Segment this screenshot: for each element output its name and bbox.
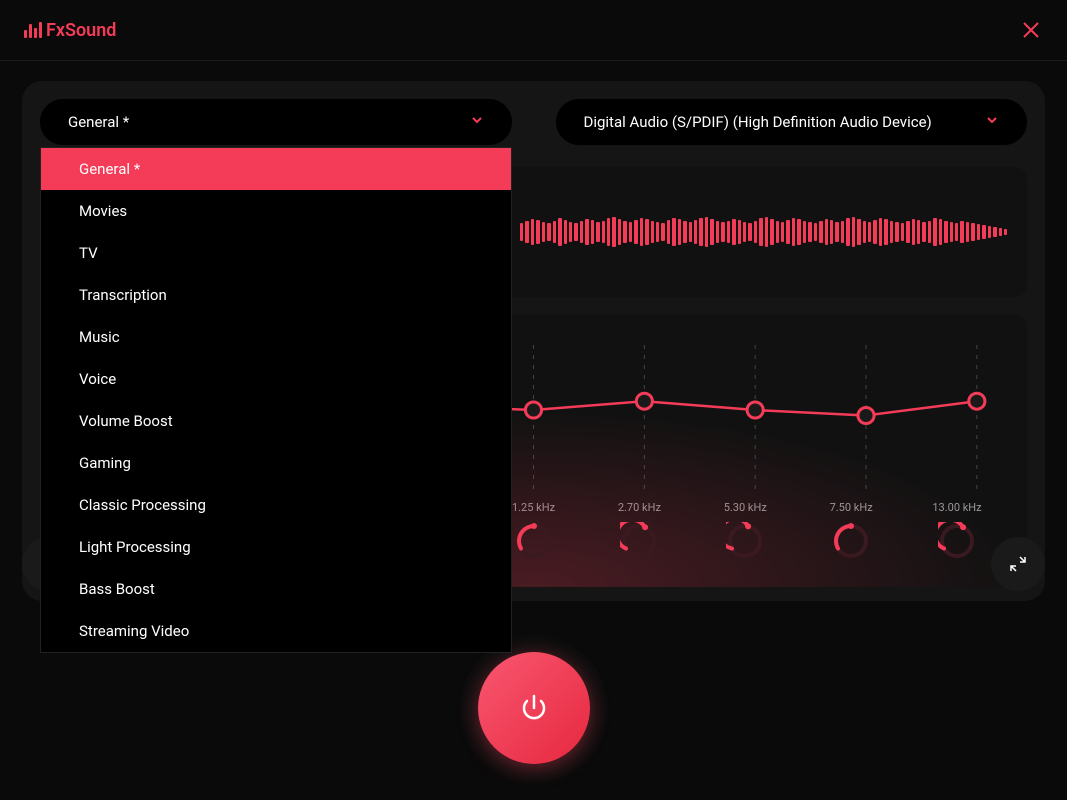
output-dropdown[interactable]: Digital Audio (S/PDIF) (High Definition … [556,99,1028,145]
preset-option[interactable]: Music [41,316,511,358]
preset-dropdown[interactable]: General * General *MoviesTVTranscription… [40,99,512,145]
preset-option[interactable]: Volume Boost [41,400,511,442]
eq-band-label: 5.30 kHz [724,501,767,514]
power-icon [518,692,550,724]
output-selected-label: Digital Audio (S/PDIF) (High Definition … [584,113,932,131]
eq-band-label: 13.00 kHz [932,501,981,514]
eq-knob[interactable] [515,522,553,560]
power-button[interactable] [478,652,590,764]
eq-band-label: 1.25 kHz [512,501,555,514]
preset-dropdown-menu: General *MoviesTVTranscriptionMusicVoice… [40,147,512,653]
minimize-button[interactable] [991,537,1045,591]
main-panel: General * General *MoviesTVTranscription… [22,81,1045,601]
preset-option[interactable]: Classic Processing [41,484,511,526]
eq-knob[interactable] [726,522,764,560]
main-area: General * General *MoviesTVTranscription… [0,61,1067,621]
preset-option[interactable]: General * [41,148,511,190]
app-logo: FxSound [24,20,116,41]
power-button-outer [460,634,608,782]
preset-option[interactable]: Streaming Video [41,610,511,652]
collapse-icon [1009,555,1027,573]
preset-selected-label: General * [68,113,129,131]
chevron-down-icon [470,113,484,131]
chevron-down-icon [985,113,999,131]
preset-option[interactable]: TV [41,232,511,274]
close-button[interactable] [1019,18,1043,42]
eq-band-label: 7.50 kHz [830,501,873,514]
preset-option[interactable]: Voice [41,358,511,400]
eq-band: 13.00 kHz [917,501,997,560]
eq-knob[interactable] [832,522,870,560]
preset-option[interactable]: Movies [41,190,511,232]
logo-bars-icon [24,22,42,38]
preset-option[interactable]: Transcription [41,274,511,316]
preset-option[interactable]: Gaming [41,442,511,484]
eq-band-label: 2.70 kHz [618,501,661,514]
brand-text: FxSound [46,20,116,41]
eq-knob[interactable] [620,522,658,560]
eq-band: 7.50 kHz [811,501,891,560]
selector-row: General * General *MoviesTVTranscription… [40,99,1027,145]
preset-option[interactable]: Light Processing [41,526,511,568]
eq-knob[interactable] [938,522,976,560]
eq-band: 5.30 kHz [705,501,785,560]
titlebar: FxSound [0,0,1067,61]
close-icon [1022,21,1040,39]
eq-band: 2.70 kHz [599,501,679,560]
preset-option[interactable]: Bass Boost [41,568,511,610]
